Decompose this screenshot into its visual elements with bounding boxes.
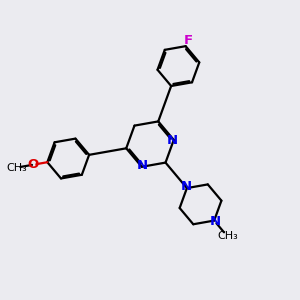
Text: N: N xyxy=(180,181,191,194)
Text: N: N xyxy=(137,159,148,172)
Text: N: N xyxy=(209,215,221,228)
Text: F: F xyxy=(183,34,192,46)
Text: N: N xyxy=(167,134,178,147)
Text: CH₃: CH₃ xyxy=(7,163,27,172)
Text: O: O xyxy=(28,158,39,171)
Text: CH₃: CH₃ xyxy=(217,231,238,242)
